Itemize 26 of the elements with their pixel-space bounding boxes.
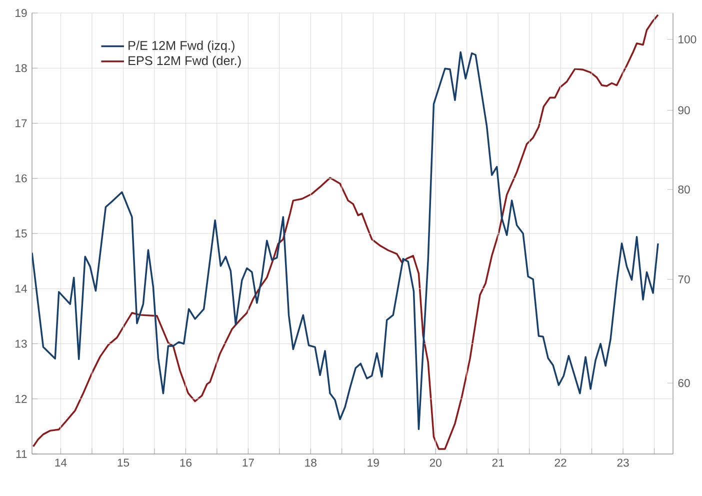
y2-tick-label: 70 <box>678 275 690 284</box>
x-tick-label: 18 <box>305 458 316 467</box>
y-tick-label: 11 <box>16 450 27 458</box>
y2-tick-label: 100 <box>678 35 696 44</box>
x-tick-label: 23 <box>617 458 629 467</box>
legend-label: P/E 12M Fwd (izq.) <box>128 40 234 52</box>
x-tick-label: 22 <box>554 458 566 467</box>
y2-tick-label: 80 <box>678 185 690 194</box>
x-tick-label: 15 <box>118 458 130 467</box>
y-tick-label: 16 <box>16 174 27 182</box>
y-tick-label: 15 <box>16 230 27 238</box>
x-tick-label: 14 <box>55 458 67 467</box>
x-tick-label: 21 <box>492 458 504 467</box>
x-tick-label: 19 <box>368 458 379 467</box>
y-tick-label: 18 <box>16 64 27 72</box>
x-tick-label: 20 <box>430 458 442 467</box>
y-tick-label: 13 <box>16 340 27 348</box>
y2-tick-label: 90 <box>678 106 690 114</box>
y-tick-label: 17 <box>16 119 27 128</box>
y-tick-label: 14 <box>16 284 27 293</box>
x-tick-label: 17 <box>242 458 254 467</box>
y2-tick-label: 60 <box>678 379 690 388</box>
y-tick-label: 19 <box>16 8 27 17</box>
x-tick-label: 16 <box>180 458 192 467</box>
legend-label: EPS 12M Fwd (der.) <box>128 56 241 68</box>
y-tick-label: 12 <box>16 394 27 403</box>
